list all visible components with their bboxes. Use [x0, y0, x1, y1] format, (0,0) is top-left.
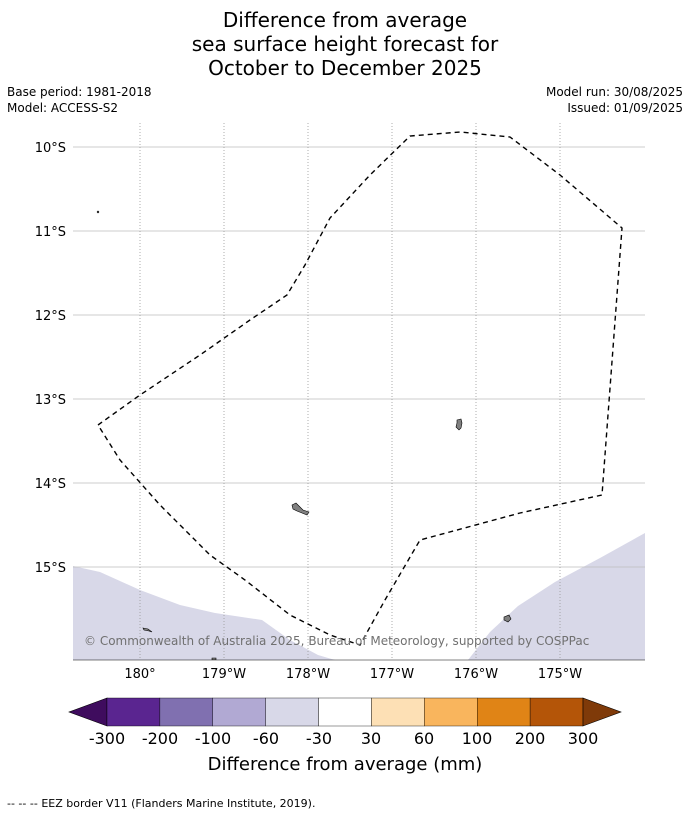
- colorbar-ticks: -300 -200 -100 -60 -30 30 60 100 200 300: [89, 729, 598, 748]
- colorbar-tick: 200: [515, 729, 546, 748]
- meta-left: Base period: 1981-2018 Model: ACCESS-S2: [7, 84, 152, 116]
- model-name: Model: ACCESS-S2: [7, 101, 119, 115]
- eez-border: [97, 131, 623, 646]
- title-line-3: October to December 2025: [208, 56, 482, 80]
- anomaly-region-southeast: [468, 533, 645, 660]
- colorbar-tick: 60: [414, 729, 434, 748]
- base-period: Base period: 1981-2018: [7, 85, 152, 99]
- colorbar-cell: [212, 697, 266, 727]
- colorbar-cell: [424, 697, 478, 727]
- island-tiny-north: [96, 210, 100, 214]
- island-bottom-edge: [211, 657, 217, 660]
- lon-label: 180°: [124, 667, 155, 682]
- islands: [96, 210, 512, 660]
- lon-label: 175°W: [538, 667, 582, 682]
- lon-label: 178°W: [286, 667, 330, 682]
- colorbar: -300 -200 -100 -60 -30 30 60 100 200 300…: [68, 697, 622, 775]
- lon-label: 176°W: [454, 667, 498, 682]
- colorbar-tick: -100: [195, 729, 231, 748]
- eez-legend: -- -- -- EEZ border V11 (Flanders Marine…: [7, 797, 315, 810]
- map-panel: © Commonwealth of Australia 2025, Bureau…: [73, 123, 645, 660]
- title-line-1: Difference from average: [222, 8, 468, 32]
- colorbar-extend-max: [582, 697, 622, 727]
- copyright-notice: © Commonwealth of Australia 2025, Bureau…: [84, 634, 589, 648]
- lon-label: 177°W: [370, 667, 414, 682]
- colorbar-extend-min: [68, 697, 108, 727]
- colorbar-cells: [68, 697, 622, 727]
- lat-label: 13°S: [35, 393, 66, 408]
- lat-label: 12°S: [35, 309, 66, 324]
- colorbar-tick: 300: [568, 729, 599, 748]
- colorbar-tick: 30: [361, 729, 381, 748]
- eez-legend-text: EEZ border V11 (Flanders Marine Institut…: [41, 797, 316, 810]
- island-southwest-reef: [142, 627, 153, 633]
- colorbar-tick: -30: [306, 729, 332, 748]
- meta-right: Model run: 30/08/2025 Issued: 01/09/2025: [546, 84, 683, 116]
- lat-label: 11°S: [35, 225, 66, 240]
- eez-legend-symbol: -- -- --: [7, 797, 38, 810]
- colorbar-cell: [529, 697, 584, 727]
- colorbar-cell: [477, 697, 531, 727]
- island-southeast: [503, 614, 512, 623]
- colorbar-cell: [106, 697, 161, 727]
- map-title: Difference from average sea surface heig…: [0, 8, 690, 80]
- model-run: Model run: 30/08/2025: [545, 85, 683, 99]
- longitude-labels: 180° 179°W 178°W 177°W 176°W 175°W: [124, 667, 582, 682]
- island-north: [455, 418, 463, 431]
- colorbar-cell: [371, 697, 425, 727]
- latitude-gridlines: [73, 146, 645, 568]
- lat-label: 10°S: [35, 141, 66, 156]
- colorbar-cell: [265, 697, 319, 727]
- latitude-labels: 10°S 11°S 12°S 13°S 14°S 15°S: [35, 141, 66, 576]
- lon-label: 179°W: [202, 667, 246, 682]
- colorbar-cell: [318, 697, 372, 727]
- issued-date: Issued: 01/09/2025: [567, 101, 683, 115]
- title-line-2: sea surface height forecast for: [191, 32, 499, 56]
- colorbar-tick: -200: [142, 729, 178, 748]
- lat-label: 15°S: [35, 561, 66, 576]
- colorbar-cell: [159, 697, 213, 727]
- colorbar-tick: -300: [89, 729, 125, 748]
- lat-label: 14°S: [35, 477, 66, 492]
- anomaly-region-southwest: [73, 566, 335, 660]
- colorbar-tick: 100: [462, 729, 493, 748]
- colorbar-tick: -60: [253, 729, 279, 748]
- colorbar-label: Difference from average (mm): [208, 754, 483, 775]
- longitude-gridlines: [139, 123, 561, 660]
- island-futuna-alofi: [291, 502, 310, 516]
